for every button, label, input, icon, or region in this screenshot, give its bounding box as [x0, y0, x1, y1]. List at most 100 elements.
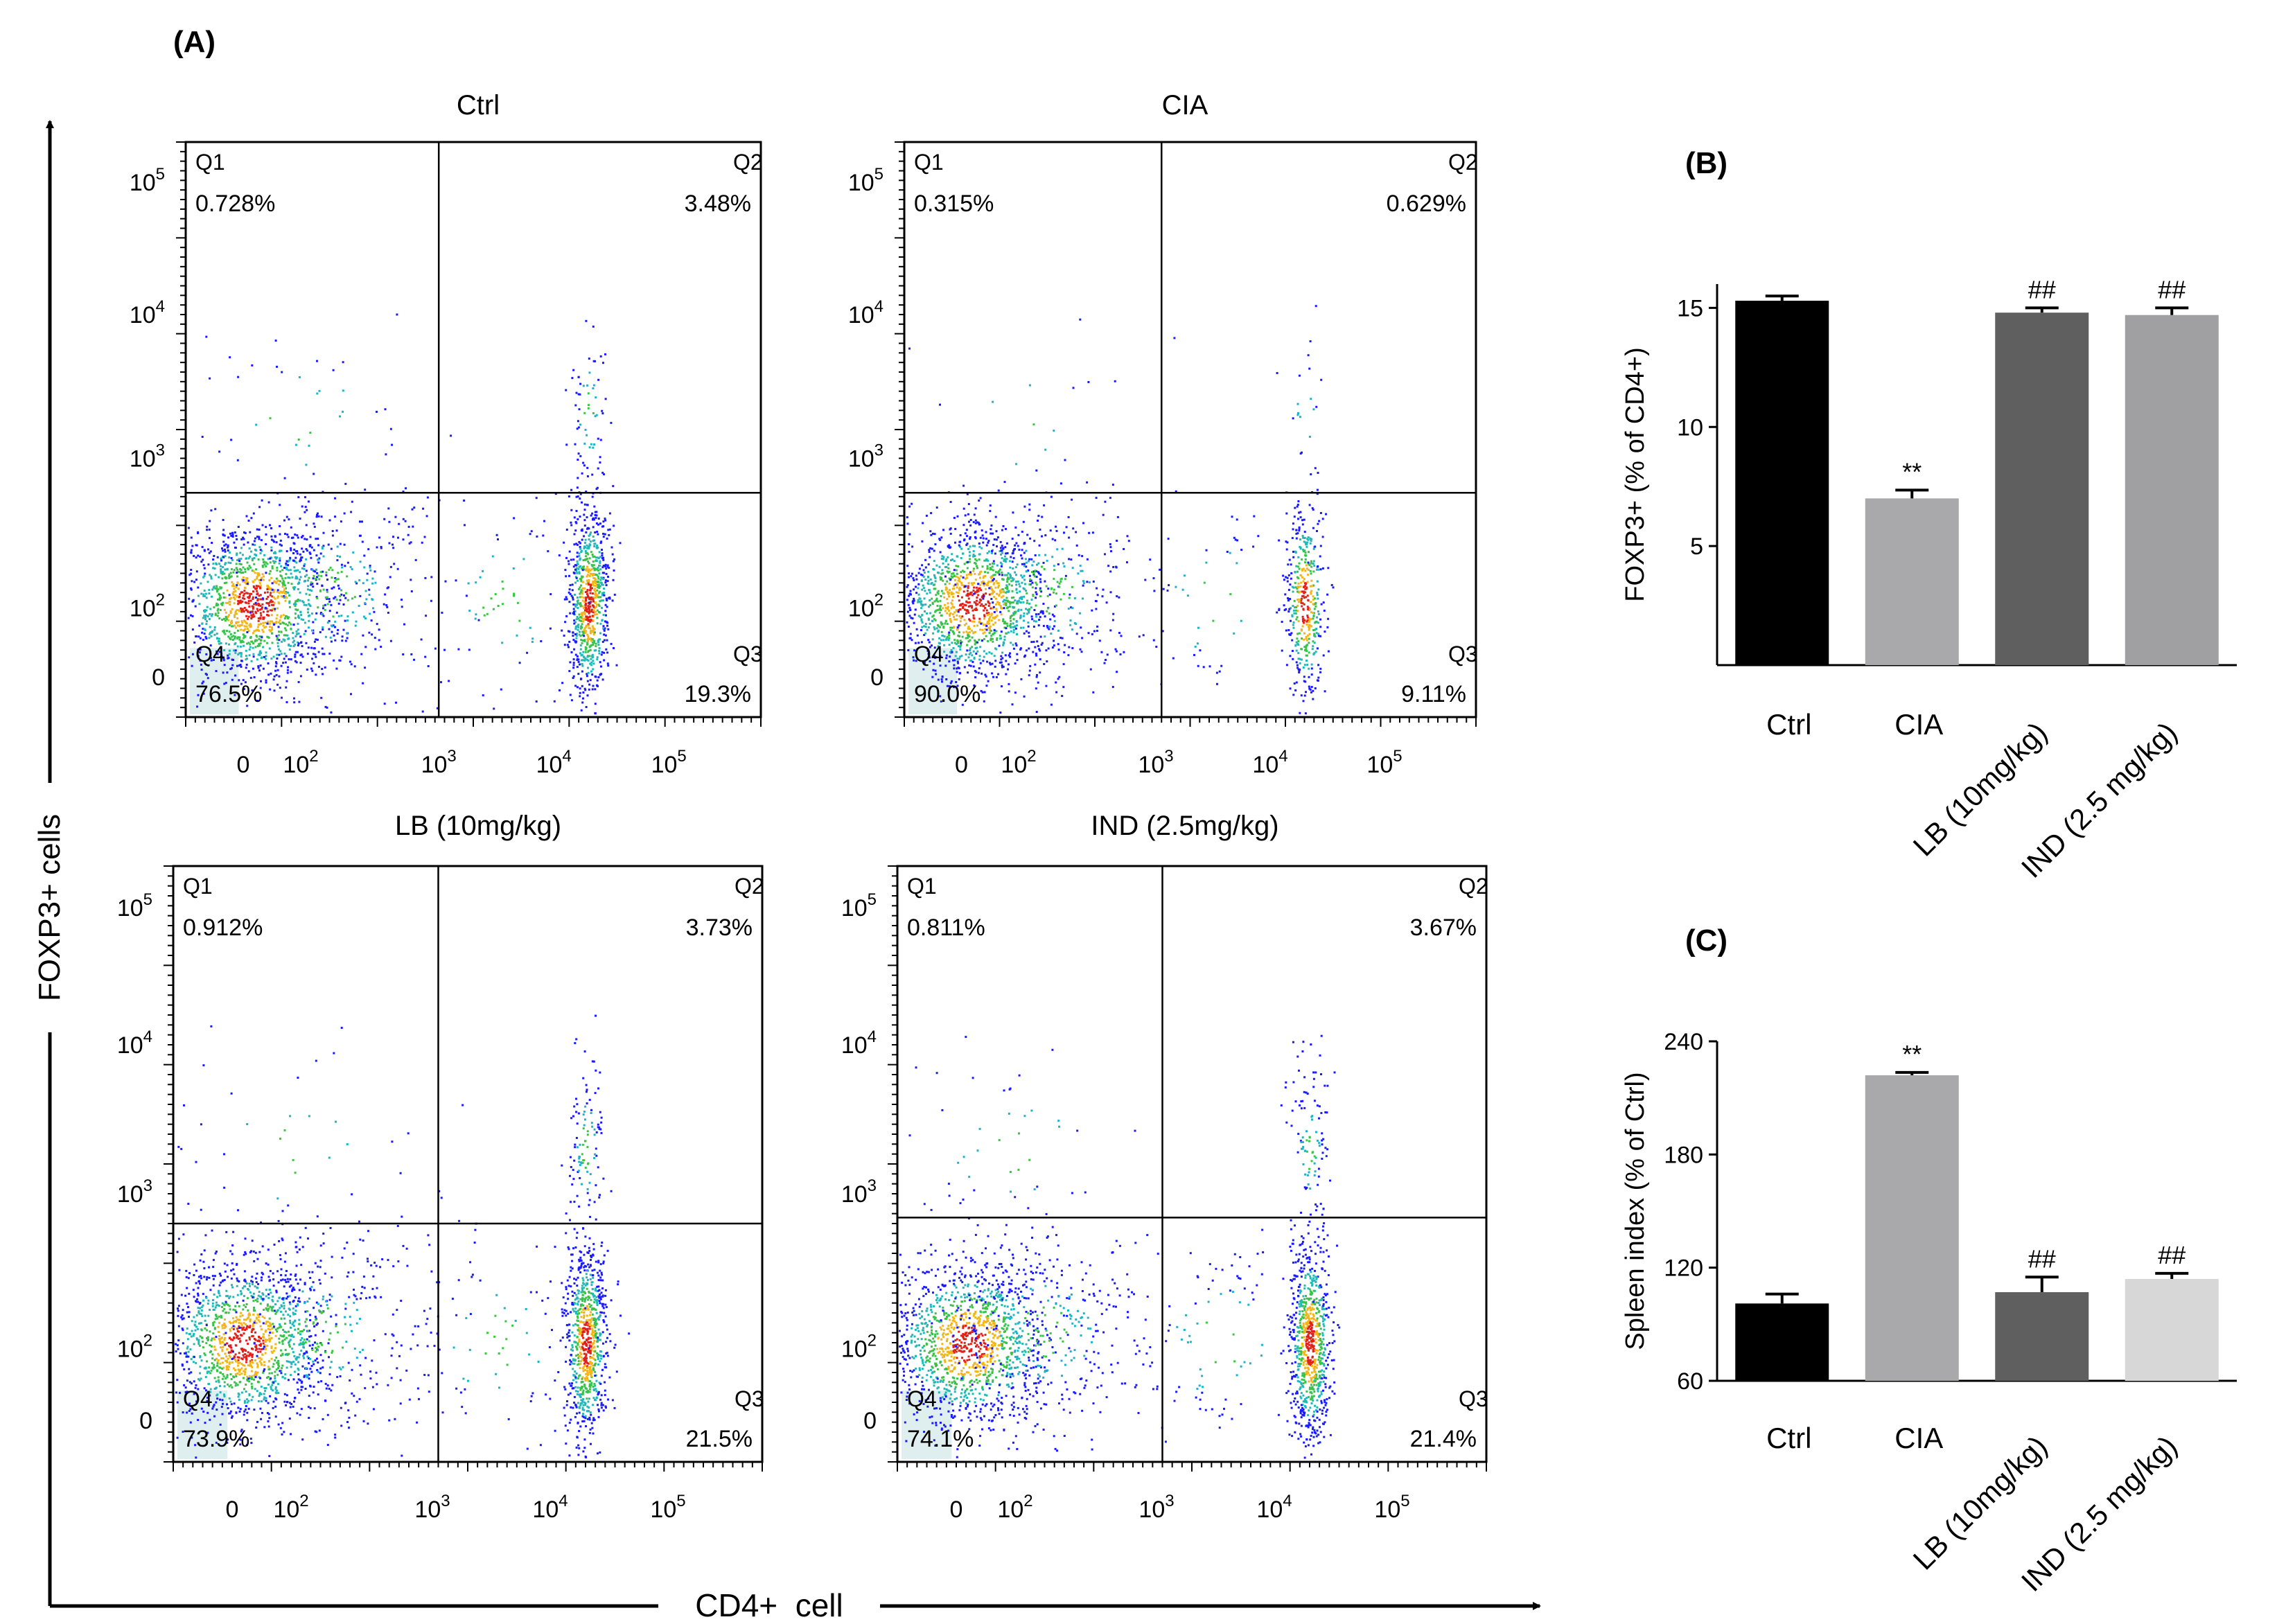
event-dot — [288, 644, 290, 646]
event-dot — [378, 639, 380, 642]
tick-exponent: 5 — [156, 165, 165, 184]
event-dot — [966, 593, 969, 596]
x-tick-label: 0 — [237, 752, 250, 778]
event-dot — [1304, 541, 1307, 544]
event-dot — [212, 1259, 215, 1262]
event-dot — [1012, 578, 1015, 581]
event-dot — [951, 603, 953, 606]
event-dot — [608, 597, 611, 600]
event-dot — [222, 656, 225, 659]
event-dot — [1037, 520, 1039, 522]
event-dot — [273, 675, 276, 678]
event-dot — [588, 538, 590, 541]
event-dot — [443, 648, 446, 651]
event-dot — [1077, 572, 1080, 575]
event-dot — [1305, 635, 1308, 638]
tick-exponent: 3 — [447, 747, 456, 766]
event-dot — [579, 627, 582, 630]
event-dot — [579, 616, 581, 619]
event-dot — [285, 567, 288, 570]
event-dot — [278, 630, 280, 633]
event-dot — [301, 505, 304, 508]
event-dot — [584, 603, 587, 606]
event-dot — [306, 669, 308, 671]
event-dot — [585, 491, 588, 493]
event-dot — [595, 595, 598, 598]
event-dot — [945, 678, 948, 680]
event-dot — [601, 651, 604, 653]
event-dot — [285, 701, 288, 703]
event-dot — [967, 601, 969, 604]
event-dot — [966, 493, 969, 495]
event-dot — [997, 582, 1000, 585]
event-dot — [321, 547, 324, 550]
event-dot — [593, 555, 596, 558]
event-dot — [314, 653, 317, 656]
event-dot — [337, 572, 340, 574]
event-dot — [1205, 549, 1208, 551]
event-dot — [1292, 605, 1294, 607]
quadrant-percent: 90.0% — [914, 681, 981, 707]
event-dot — [577, 660, 580, 663]
event-dot — [410, 541, 412, 544]
tick-base: 0 — [152, 664, 165, 691]
event-dot — [269, 557, 272, 560]
event-dot — [334, 515, 336, 518]
event-dot — [1303, 592, 1305, 594]
event-dot — [1229, 593, 1232, 596]
event-dot — [342, 628, 345, 631]
event-dot — [1276, 611, 1278, 614]
event-dot — [1063, 651, 1066, 653]
event-dot — [974, 669, 976, 672]
event-dot — [278, 592, 281, 594]
event-dot — [582, 691, 585, 694]
event-dot — [962, 539, 965, 542]
event-dot — [931, 601, 934, 604]
event-dot — [1011, 561, 1014, 563]
event-dot — [1116, 515, 1119, 518]
event-dot — [1032, 573, 1035, 576]
event-dot — [1009, 573, 1012, 576]
event-dot — [386, 606, 389, 608]
event-dot — [1313, 612, 1315, 615]
event-dot — [252, 543, 254, 546]
event-dot — [285, 597, 288, 599]
event-dot — [248, 648, 251, 651]
event-dot — [256, 700, 259, 702]
event-dot — [252, 653, 255, 655]
event-dot — [1086, 558, 1089, 561]
event-dot — [911, 617, 914, 620]
event-dot — [956, 671, 958, 673]
event-dot — [313, 662, 315, 664]
event-dot — [238, 652, 241, 655]
event-dot — [1304, 570, 1307, 572]
event-dot — [275, 662, 278, 665]
event-dot — [1276, 372, 1278, 374]
event-dot — [276, 1361, 279, 1364]
event-dot — [326, 621, 329, 624]
event-dot — [1043, 663, 1046, 665]
event-dot — [234, 649, 237, 652]
event-dot — [228, 643, 230, 646]
event-dot — [951, 588, 954, 590]
event-dot — [568, 588, 571, 591]
event-dot — [603, 651, 606, 654]
event-dot — [310, 546, 313, 549]
event-dot — [1049, 529, 1052, 532]
event-dot — [1072, 527, 1075, 530]
event-dot — [947, 633, 950, 636]
event-dot — [412, 525, 414, 528]
event-dot — [285, 623, 288, 626]
event-dot — [993, 563, 996, 565]
event-dot — [576, 597, 579, 599]
event-dot — [956, 515, 959, 518]
event-dot — [582, 620, 584, 623]
event-dot — [389, 427, 392, 430]
event-dot — [331, 534, 334, 537]
event-dot — [352, 551, 355, 554]
event-dot — [224, 563, 227, 566]
event-dot — [956, 626, 959, 629]
event-dot — [1167, 538, 1170, 540]
event-dot — [1312, 408, 1315, 411]
event-dot — [258, 594, 261, 597]
